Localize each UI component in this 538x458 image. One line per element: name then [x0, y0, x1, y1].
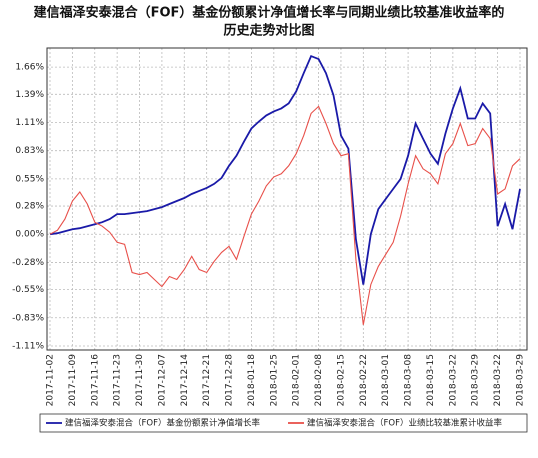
y-tick-label: 1.11% [15, 118, 44, 128]
x-tick-label: 2017-12-28 [225, 354, 235, 407]
x-tick-label: 2017-11-02 [46, 354, 56, 406]
y-tick-label: 0.55% [15, 174, 44, 184]
x-tick-label: 2017-12-07 [157, 354, 167, 406]
x-tick-label: 2018-03-01 [381, 354, 391, 406]
x-tick-label: 2018-01-25 [269, 354, 279, 406]
x-tick-label: 2018-02-08 [314, 354, 324, 407]
x-tick-label: 2018-03-08 [404, 354, 414, 407]
y-tick-label: 1.39% [15, 90, 44, 100]
x-tick-label: 2017-11-23 [113, 354, 123, 406]
legend-box [39, 413, 528, 433]
x-tick-label: 2018-03-29 [516, 354, 526, 407]
x-tick-label: 2017-11-16 [90, 354, 100, 407]
x-tick-label: 2018-02-01 [292, 354, 302, 406]
x-tick-label: 2018-03-22 [493, 354, 503, 406]
y-tick-label: -0.28% [12, 258, 44, 268]
x-tick-label: 2018-01-18 [247, 354, 257, 407]
x-tick-label: 2017-11-30 [135, 354, 145, 407]
legend-label: 建信福泽安泰混合（FOF）业绩比较基准累计收益率 [307, 418, 502, 429]
series-line [49, 54, 521, 285]
x-tick-label: 2018-03-29 [471, 354, 481, 407]
y-tick-label: 0.83% [15, 146, 44, 156]
chart-title: 建信福泽安泰混合（FOF）基金份额累计净值增长率与同期业绩比较基准收益率的 [34, 5, 505, 21]
x-tick-label: 2018-03-15 [426, 354, 436, 406]
y-tick-label: -1.11% [12, 341, 44, 351]
y-tick-label: -0.55% [12, 285, 44, 295]
y-tick-label: 0.28% [15, 202, 44, 212]
y-tick-label: -0.83% [12, 313, 44, 323]
x-tick-label: 2018-02-22 [359, 354, 369, 406]
plot-frame [46, 47, 528, 351]
x-tick-label: 2018-03-22 [448, 354, 458, 406]
x-tick-label: 2017-12-14 [180, 354, 190, 407]
chart-title: 历史走势对比图 [223, 23, 314, 39]
series-line [49, 105, 521, 325]
y-tick-label: 0.00% [15, 230, 44, 240]
legend-label: 建信福泽安泰混合（FOF）基金份额累计净值增长率 [65, 418, 260, 429]
x-tick-label: 2017-12-21 [202, 354, 212, 406]
y-tick-label: 1.66% [15, 63, 44, 73]
x-tick-label: 2017-11-09 [68, 354, 78, 407]
x-tick-label: 2018-02-15 [336, 354, 346, 406]
